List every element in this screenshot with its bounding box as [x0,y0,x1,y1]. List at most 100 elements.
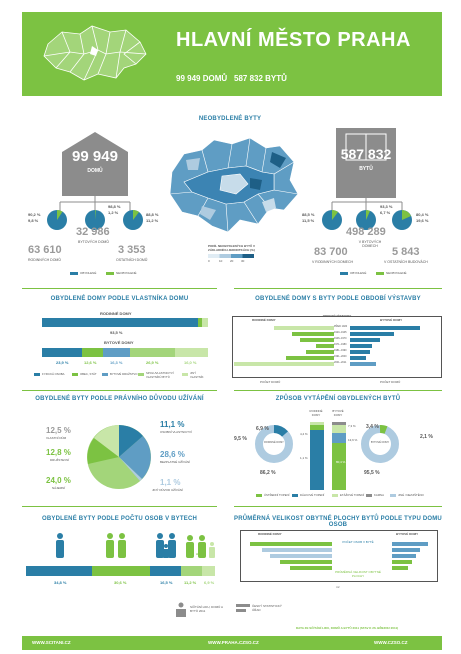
heat-legend-sw-3 [332,494,338,497]
legal-label-br: JINÝ DŮVOD UŽÍVÁNÍ [152,488,183,492]
ownership-apt-seg-1 [42,348,82,357]
sep-legal [22,390,217,391]
legal-title: OBYDLENÉ BYTY PODLE PRÁVNÍHO DŮVODU UŽÍV… [35,396,204,402]
header-banner: HLAVNÍ MĚSTO PRAHA 99 949 DOMŮ 587 832 B… [22,12,442,96]
heating-stacked-bars [310,422,346,490]
logo-right-text: ČESKÝ STATISTICKÝ ÚŘAD [252,604,282,612]
persons-seg-1 [26,566,92,576]
logo-left-text: SČÍTÁNÍ LIDU, DOMŮ A BYTŮ 2011 [190,605,223,613]
period-4: 1971–1980 [334,343,347,346]
sep-ownership [22,288,217,289]
flats-apartment-pct-b: 6,7 % [380,210,391,215]
ownership-apt-pct-4: 26,9 % [146,360,159,365]
ownership-apt-seg-4 [130,348,175,357]
houses-family-number: 63 610 [28,244,62,256]
legend-a-houses: OBYDLENÉ [80,271,97,275]
heating-bar-pct-2: 7,3 % [348,424,356,428]
heat-legend-sw-4 [366,494,372,497]
pie-other-houses [123,210,143,230]
persons-seg-5 [202,566,215,576]
ownership-family-bar-b [198,318,202,327]
flats-family-pct-a: 88,5 % [302,212,315,217]
period-col-mid: OBDOBÍ VÝSTAVBY [322,314,352,318]
houses-family-pct-b: 9,8 % [28,218,39,223]
houses-family-label: RODINNÝCH DOMŮ [28,258,61,262]
heating-right-pct-b: 2,1 % [420,434,433,440]
map-legend-scale [208,254,254,258]
houses-other-number: 3 353 [118,244,146,256]
period-col-right: BYTOVÉ DOMY [380,318,403,322]
legal-label-bl: NÁJEMNÍ [52,486,66,490]
footer-link-scitani[interactable]: WWW.SCITANI.CZ [32,640,71,645]
own-legend-2: OBEC, STÁT [80,372,97,376]
pie-other-flats [392,210,412,230]
legal-label-tl: VLASTNÍ DŮM [46,436,67,440]
heat-legend-sw-1 [256,494,262,497]
heating-bar-pct-5: 1,1 % [300,456,308,460]
map-tick-20: 20 [230,259,234,263]
houses-number: 99 949 [72,148,118,165]
area-col-right: BYTOVÉ DOMY [396,532,419,536]
houses-other-label: OSTATNÍCH DOMŮ [116,258,148,262]
ownership-apt-pct-1: 23,9 % [56,360,69,365]
persons-pct-5: 6,9 % [204,580,215,585]
czech-map-icon [43,25,147,81]
own-legend-1: FYZICKÁ OSOBA [42,372,65,376]
heating-bar-pct-3: 13,6 % [348,438,358,442]
flats-family-label: V RODINNÝCH DOMECH [312,260,354,264]
footer-bar: WWW.SCITANI.CZ WWW.PRAHA.CZSO.CZ WWW.CZS… [22,636,442,650]
area-axis: m² [336,585,340,589]
sep-persons [22,506,217,507]
legal-pct-tr: 11,1 % [160,420,185,429]
source-note: DATA ZE SČÍTÁNÍ LIDU, DOMŮ A BYTŮ 2011 (… [296,626,399,630]
period-5: 1981–1990 [334,349,347,352]
flats-label: BYTŮ [359,166,373,172]
flats-other-pct-b: 19,6 % [416,218,429,223]
period-col-left: RODINNÉ DOMY [252,318,276,322]
ownership-apt-seg-5 [175,348,208,357]
flats-family-pct-b: 11,5 % [302,218,315,223]
heat-legend-5: JINÉ / NEZJIŠTĚNO [398,493,424,497]
heat-legend-sw-5 [390,494,396,497]
flats-other-label: V OSTATNÍCH BUDOVÁCH [384,260,428,264]
period-axis-left: POČET DOMŮ [260,380,281,384]
period-1: PŘED 1920 [334,325,348,328]
houses-apartment-pct-a: 98,8 % [108,204,121,209]
legend-swatch-a [70,272,78,275]
ownership-family-bar [42,318,198,327]
persons-title: OBYDLENÉ BYTY PODLE POČTU OSOB V BYTECH [41,516,198,522]
legal-pct-mr: 28,6 % [160,450,185,459]
heating-col-b: BYTOVÉ DOMY [332,409,344,417]
ownership-apt-seg-3 [103,348,130,357]
houses-total: 99 949 DOMŮ [176,74,228,83]
sep-area [234,506,442,507]
persons-more: A VÍCE [196,552,206,556]
sep-period [234,288,442,289]
houses-other-pct-b: 11,2 % [146,218,159,223]
heat-legend-4: KAMNA [374,493,384,497]
pie-family-flats [322,210,342,230]
map-tick-30: 30 [241,259,245,263]
own-legend-sw-5 [182,373,188,376]
ownership-family-label: RODINNÉ DOMY [100,311,132,316]
footer-link-praha[interactable]: WWW.PRAHA.CZSO.CZ [208,640,259,645]
flats-other-pct-a: 80,4 % [416,212,429,217]
area-note1: POČET OSOB V BYTĚ [342,540,374,544]
legend-a-flats: OBYDLENÉ [350,271,367,275]
heating-left-pct-b: 6,9 % [256,426,269,432]
heating-col-a: RODINNÉ DOMY [309,409,323,417]
area-bars [250,542,428,570]
flats-family-number: 83 700 [314,246,348,258]
footer-link-czso[interactable]: WWW.CZSO.CZ [374,640,408,645]
flats-number: 587 832 [340,146,392,162]
heating-donut-right [361,425,399,463]
legal-pct-ml: 12,8 % [46,448,71,457]
legend-swatch-b-flats [376,272,384,275]
pie-apartment-flats [356,210,376,230]
ownership-family-pct: 93,5 % [110,330,123,335]
persons-pct-1: 34,8 % [54,580,67,585]
heating-right-pct-a: 3,4 % [366,424,379,430]
legal-label-ml: DRUŽSTEVNÍ [50,458,70,462]
heating-left-pct-a: 9,5 % [234,436,247,442]
prague-map [169,137,299,233]
